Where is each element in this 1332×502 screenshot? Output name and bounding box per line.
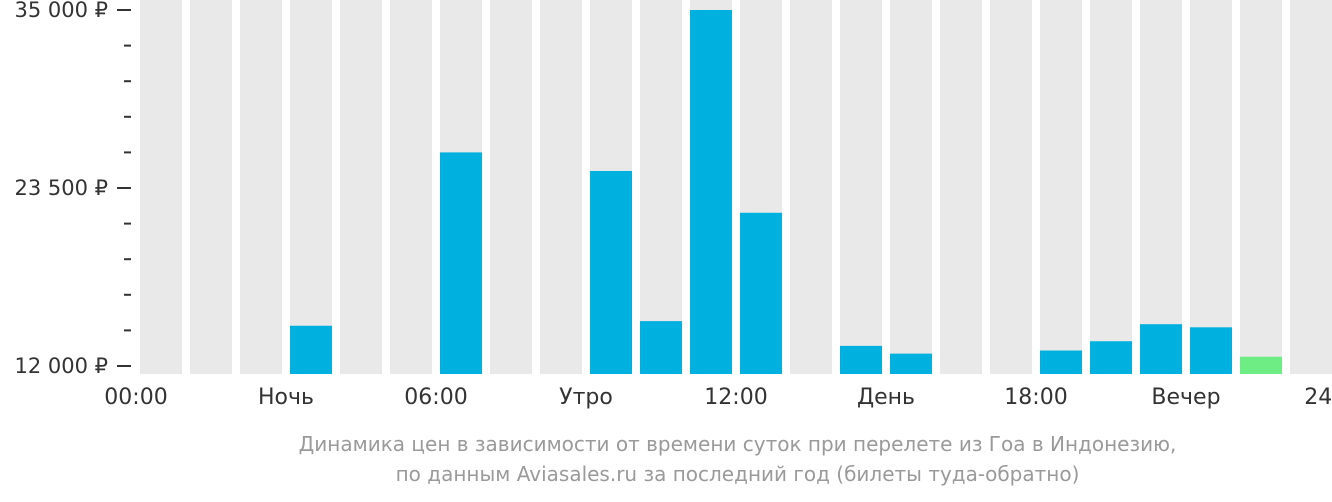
bar-15:00[interactable] [890,353,932,374]
x-tick-label: Ночь [258,385,314,410]
hour-column-03:00 [290,0,332,374]
bar-21:00[interactable] [1190,327,1232,374]
hour-column-19:00 [1090,0,1132,374]
hour-column-18:00 [1040,0,1082,374]
y-tick-label: 23 500 ₽ [14,176,108,200]
hour-column-23:00 [1290,0,1332,374]
x-axis: 00:00 Ночь 06:00 Утро 12:00 День 18:00 Вечер 24:… [104,385,1332,410]
hour-column-01:00 [190,0,232,374]
bar-20:00[interactable] [1140,324,1182,374]
x-tick-label: 24:00 [1304,385,1332,410]
hour-column-15:00 [890,0,932,374]
bar-09:00[interactable] [590,170,632,374]
bar-19:00[interactable] [1090,341,1132,374]
x-tick-label: 18:00 [1004,385,1067,410]
hour-column-20:00 [1140,0,1182,374]
bar-18:00[interactable] [1040,350,1082,374]
hour-column-02:00 [240,0,282,374]
x-tick-label: 00:00 [104,385,167,410]
x-tick-label: 12:00 [704,385,767,410]
hour-column-08:00 [540,0,582,374]
hour-column-14:00 [840,0,882,374]
bar-22:00[interactable] [1240,356,1282,374]
x-tick-label: День [857,385,915,410]
background-columns [140,0,1332,374]
hour-column-00:00 [140,0,182,374]
y-tick-label: 12 000 ₽ [14,354,108,378]
hour-column-05:00 [390,0,432,374]
bar-12:00[interactable] [740,212,782,374]
x-tick-label: Вечер [1151,385,1220,410]
chart-caption-line-2: по данным Aviasales.ru за последний год … [395,462,1080,486]
hour-column-16:00 [940,0,982,374]
hour-column-17:00 [990,0,1032,374]
bar-06:00[interactable] [440,152,482,374]
hour-column-21:00 [1190,0,1232,374]
x-tick-label: Утро [559,385,613,410]
price-by-hour-chart: 35 000 ₽ 23 500 ₽ 12 000 ₽ 00:00 Ночь 06:00 У… [14,0,1332,410]
hour-column-10:00 [640,0,682,374]
chart-caption-line-1: Динамика цен в зависимости от времени су… [298,432,1177,456]
hour-column-22:00 [1240,0,1282,374]
hour-column-13:00 [790,0,832,374]
bars [290,10,1282,374]
x-tick-label: 06:00 [404,385,467,410]
y-axis: 35 000 ₽ 23 500 ₽ 12 000 ₽ [14,0,131,378]
bar-10:00[interactable] [640,321,682,374]
bar-14:00[interactable] [840,345,882,374]
bar-03:00[interactable] [290,325,332,374]
bar-11:00[interactable] [690,10,732,374]
y-tick-label: 35 000 ₽ [14,0,108,22]
hour-column-04:00 [340,0,382,374]
hour-column-07:00 [490,0,532,374]
